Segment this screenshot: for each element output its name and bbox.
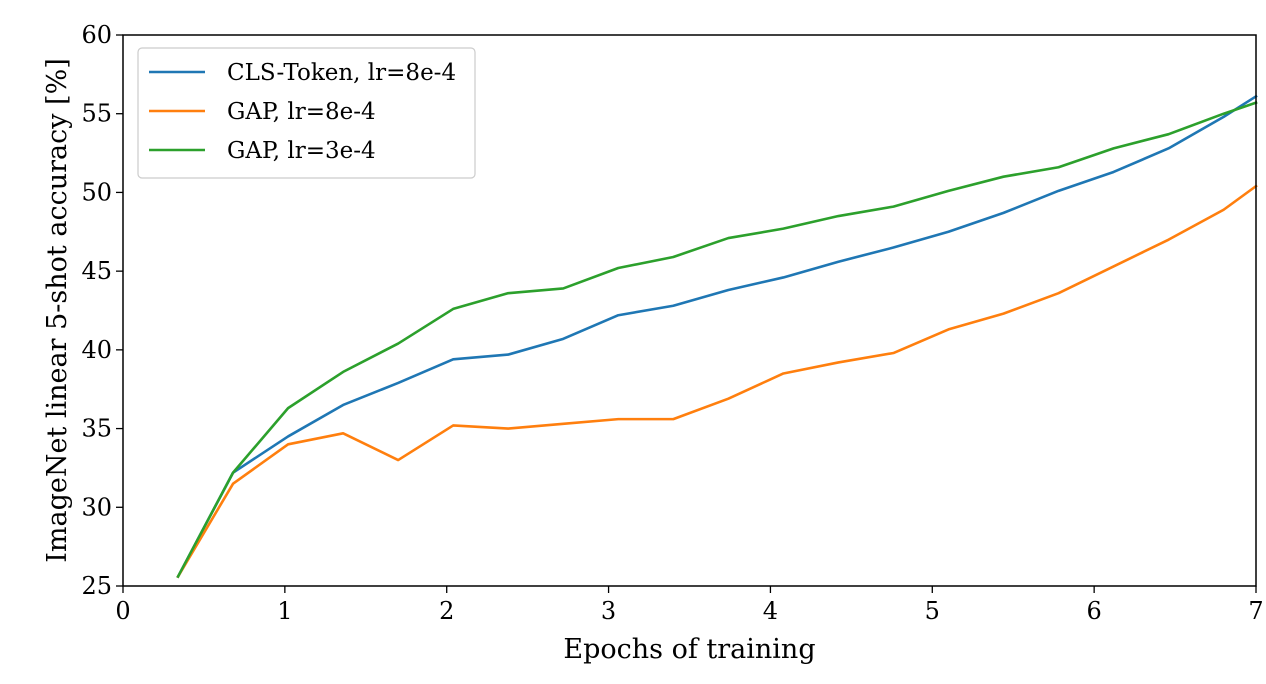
legend-label-1: CLS-Token, lr=8e-4 (227, 60, 456, 86)
x-tick-label: 7 (1248, 597, 1263, 625)
x-tick-label: 4 (763, 597, 778, 625)
x-tick-label: 2 (439, 597, 454, 625)
series-line-3 (176, 101, 1258, 579)
y-tick-label: 30 (81, 493, 112, 521)
y-tick-label: 35 (81, 415, 112, 443)
x-tick-label: 6 (1087, 597, 1102, 625)
legend-box (137, 47, 476, 179)
y-tick-label: 50 (81, 178, 112, 206)
legend-label-2: GAP, lr=8e-4 (227, 99, 376, 125)
y-tick-label: 55 (81, 100, 112, 128)
y-tick-label: 60 (81, 21, 112, 49)
y-tick-label: 45 (81, 257, 112, 285)
plot-frame (122, 34, 1257, 587)
y-tick-label: 40 (81, 336, 112, 364)
x-tick-label: 3 (601, 597, 616, 625)
y-axis: 25 30 35 40 45 50 55 60 (81, 21, 123, 600)
series-line-2 (176, 184, 1258, 579)
x-tick-label: 5 (925, 597, 940, 625)
series-line-1 (176, 94, 1258, 579)
x-axis-title: Epochs of training (563, 634, 815, 665)
x-tick-label: 0 (115, 597, 130, 625)
y-axis-title: ImageNet linear 5-shot accuracy [%] (42, 58, 73, 563)
series-layer (176, 94, 1258, 579)
legend: CLS-Token, lr=8e-4 GAP, lr=8e-4 GAP, lr=3e… (137, 47, 476, 179)
x-axis: 0 1 2 3 4 5 6 7 (115, 586, 1264, 625)
y-tick-label: 25 (81, 572, 112, 600)
x-tick-label: 1 (277, 597, 292, 625)
legend-label-3: GAP, lr=3e-4 (227, 138, 376, 164)
